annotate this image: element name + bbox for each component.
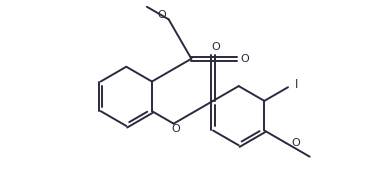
Text: I: I	[295, 78, 298, 91]
Text: O: O	[158, 10, 166, 20]
Text: O: O	[211, 42, 220, 52]
Text: O: O	[172, 124, 180, 134]
Text: O: O	[241, 54, 250, 64]
Text: O: O	[292, 138, 300, 148]
